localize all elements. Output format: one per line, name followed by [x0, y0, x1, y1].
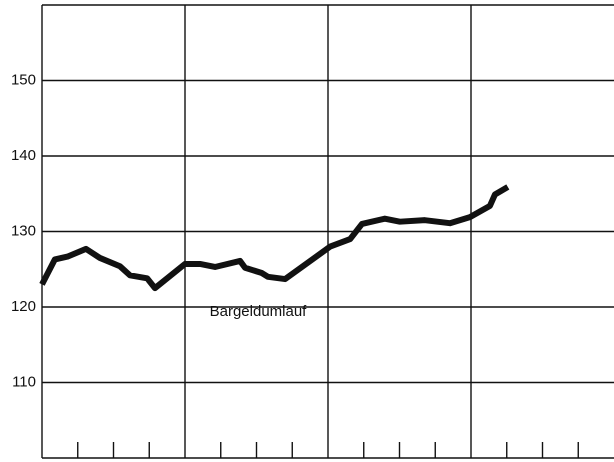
y-tick-label: 110: [12, 373, 36, 390]
data-line: [39, 184, 510, 292]
y-tick-label: 140: [11, 147, 36, 164]
series-label: Bargeldumlauf: [210, 303, 308, 320]
y-tick-label: 120: [11, 298, 36, 315]
y-tick-label: 130: [11, 222, 36, 239]
y-tick-label: 150: [11, 71, 36, 88]
